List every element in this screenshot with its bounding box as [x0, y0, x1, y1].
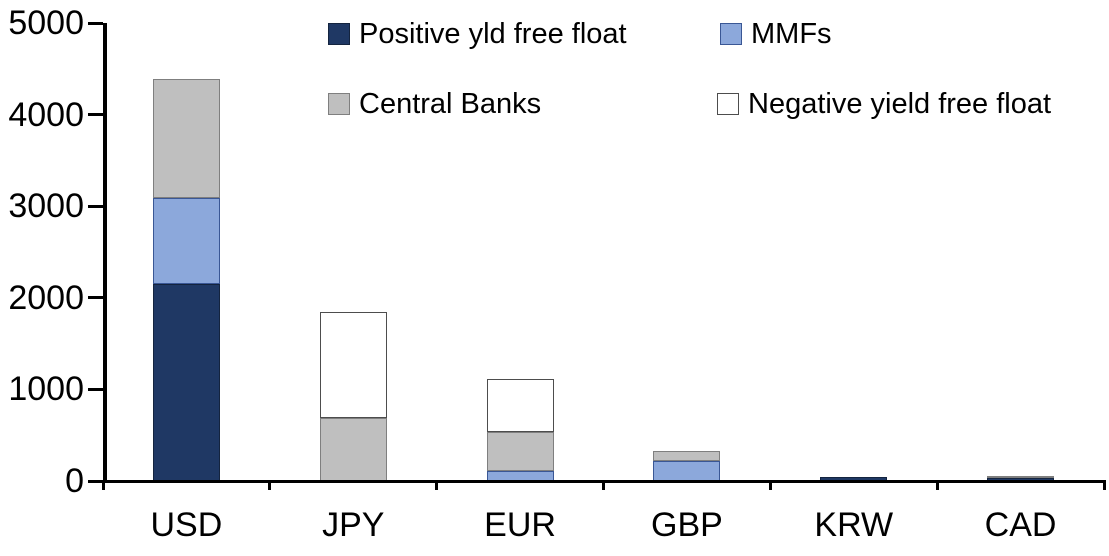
legend-swatch-positive-yld-free-float: [328, 23, 350, 45]
y-tick-label-5000: 5000: [8, 4, 84, 42]
x-axis-label-eur: EUR: [484, 506, 556, 544]
bar-segment-gbp-mmfs: [653, 460, 721, 481]
x-axis-tick-0: [101, 481, 105, 490]
legend-item-negative-yield-free-float: Negative yield free float: [717, 89, 1051, 119]
y-axis-tick-0: [88, 479, 103, 483]
bar-segment-usd-central-banks: [152, 78, 220, 198]
bar-segment-jpy-central-banks: [319, 417, 387, 481]
legend-swatch-mmfs: [720, 23, 742, 45]
bar-segment-eur-central-banks: [486, 432, 554, 471]
y-axis-tick-4000: [88, 113, 103, 117]
bar-segment-cad-central-banks: [987, 475, 1055, 479]
bar-segment-usd-positive-yld-free-float: [152, 284, 220, 481]
y-axis-tick-1000: [88, 387, 103, 391]
x-axis-label-usd: USD: [150, 506, 223, 544]
x-axis-tick-1: [268, 481, 272, 490]
bar-segment-jpy-negative-yield-free-float: [319, 312, 387, 418]
legend-label-negative-yield-free-float: Negative yield free float: [748, 88, 1052, 120]
y-tick-label-0: 0: [65, 462, 84, 500]
bar-segment-usd-mmfs: [152, 197, 220, 285]
x-axis-tick-6: [1102, 481, 1106, 490]
legend-item-mmfs: MMFs: [720, 19, 832, 49]
y-tick-label-4000: 4000: [8, 95, 84, 134]
x-axis-tick-5: [935, 481, 939, 490]
y-axis-line: [103, 23, 107, 483]
y-axis-tick-5000: [88, 21, 103, 25]
legend-item-positive-yld-free-float: Positive yld free float: [328, 19, 627, 49]
legend-label-central-banks: Central Banks: [359, 88, 542, 120]
bar-segment-gbp-central-banks: [653, 450, 721, 461]
x-axis-label-cad: CAD: [984, 506, 1057, 544]
y-tick-label-3000: 3000: [8, 187, 84, 226]
legend-item-central-banks: Central Banks: [328, 89, 541, 119]
legend-swatch-central-banks: [328, 93, 350, 115]
bar-segment-eur-negative-yield-free-float: [486, 379, 554, 433]
x-axis-label-jpy: JPY: [322, 506, 385, 544]
x-axis-label-krw: KRW: [814, 506, 894, 544]
y-tick-label-2000: 2000: [8, 278, 84, 317]
x-axis-tick-2: [435, 481, 439, 490]
y-axis-tick-2000: [88, 296, 103, 300]
y-axis-tick-3000: [88, 204, 103, 208]
x-axis-tick-3: [602, 481, 605, 490]
legend-label-positive-yld-free-float: Positive yld free float: [359, 18, 627, 50]
x-axis-tick-4: [768, 481, 772, 490]
x-axis-label-gbp: GBP: [651, 506, 723, 544]
legend-swatch-negative-yield-free-float: [717, 93, 739, 115]
legend-label-mmfs: MMFs: [751, 18, 832, 50]
y-tick-label-1000: 1000: [8, 370, 84, 409]
